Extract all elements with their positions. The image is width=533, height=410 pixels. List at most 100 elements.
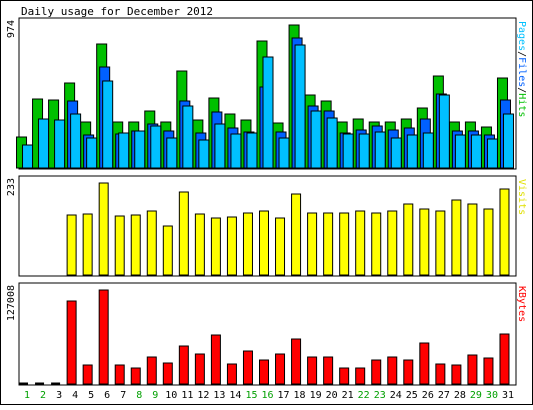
bar-visits [98, 182, 109, 276]
bar-pages [102, 80, 114, 169]
legend-entry: / [516, 87, 527, 93]
bar-pages [326, 117, 338, 169]
day-label: 2 [40, 390, 46, 401]
bar-kbytes [178, 345, 189, 385]
bar-visits [162, 225, 173, 276]
day-label: 1 [24, 390, 30, 401]
day-axis: 1 2 3 4 5 6 7 8 9 10 11 12 13 14 15 16 17 18 19 20 21 22 23 24 2… [24, 390, 514, 401]
legend-entry: Visits [516, 179, 527, 215]
bar-kbytes [499, 333, 510, 385]
day-label: 22 [358, 390, 370, 401]
bar-pages [198, 139, 210, 169]
bar-visits [467, 203, 478, 276]
bar-kbytes [146, 356, 157, 385]
day-label: 30 [486, 390, 498, 401]
bar-pages [230, 133, 242, 169]
panel-2: 233 Visits [6, 175, 527, 277]
bar-pages [470, 134, 482, 169]
bar-visits [483, 208, 494, 276]
bar-pages [502, 113, 514, 169]
day-label: 27 [438, 390, 450, 401]
bar-visits [307, 212, 318, 276]
bar-visits [275, 217, 286, 276]
bar-visits [291, 193, 302, 276]
bar-pages [358, 133, 370, 169]
bar-visits [387, 210, 398, 276]
legend-entry: Hits [516, 93, 527, 117]
bar-kbytes [82, 364, 93, 385]
bar-visits [323, 212, 334, 276]
bar-pages [166, 137, 178, 169]
bar-visits [499, 188, 510, 276]
bar-pages [486, 138, 498, 169]
bar-pages [70, 113, 82, 169]
day-label: 11 [181, 390, 193, 401]
day-label: 19 [310, 390, 322, 401]
bar-kbytes [339, 367, 350, 385]
bar-kbytes [323, 356, 334, 385]
bar-pages [374, 131, 386, 169]
bar-visits [242, 212, 253, 276]
day-label: 15 [245, 390, 257, 401]
bar-kbytes [467, 354, 478, 385]
bar-pages [342, 133, 354, 169]
bar-pages [150, 125, 162, 169]
bar-pages [438, 94, 450, 169]
bar-visits [130, 214, 141, 276]
day-label: 9 [152, 390, 158, 401]
panel-max-label: 127008 [6, 285, 17, 321]
bar-visits [210, 217, 221, 276]
bar-kbytes [483, 357, 494, 385]
bar-kbytes [355, 367, 366, 385]
bar-kbytes [114, 364, 125, 385]
day-label: 13 [213, 390, 225, 401]
day-label: 21 [342, 390, 354, 401]
bar-pages [214, 123, 226, 169]
day-label: 16 [261, 390, 273, 401]
bar-pages [246, 132, 258, 169]
bar-kbytes [307, 356, 318, 385]
bar-visits [435, 210, 446, 276]
bar-kbytes [242, 350, 253, 385]
panel-legend: Pages/Files/Hits [516, 21, 527, 117]
day-label: 29 [470, 390, 482, 401]
bar-visits [146, 210, 157, 276]
day-label: 25 [406, 390, 418, 401]
bar-visits [355, 210, 366, 276]
series-pages [22, 44, 514, 169]
bar-visits [114, 215, 125, 276]
day-label: 10 [165, 390, 177, 401]
bar-pages [454, 134, 466, 169]
day-label: 14 [229, 390, 241, 401]
bar-pages [54, 119, 66, 169]
day-label: 28 [454, 390, 466, 401]
day-label: 6 [104, 390, 110, 401]
bar-pages [422, 132, 434, 169]
bar-visits [66, 214, 77, 276]
bar-visits [226, 216, 237, 276]
bar-kbytes [403, 359, 414, 385]
bar-kbytes [291, 338, 302, 385]
bar-kbytes [419, 342, 430, 385]
bar-pages [182, 105, 194, 169]
bar-kbytes [451, 364, 462, 385]
bar-pages [310, 110, 322, 169]
panel-legend: Visits [516, 179, 527, 215]
bar-kbytes [387, 356, 398, 385]
series-visits [66, 182, 510, 276]
day-label: 23 [374, 390, 386, 401]
bar-pages [278, 137, 290, 169]
bar-visits [82, 213, 93, 276]
bar-kbytes [66, 300, 77, 385]
bar-visits [178, 191, 189, 276]
day-label: 18 [294, 390, 306, 401]
bar-kbytes [98, 289, 109, 385]
bar-visits [259, 210, 269, 276]
bar-kbytes [371, 359, 382, 385]
bar-kbytes [210, 334, 221, 385]
panel-max-label: 233 [6, 178, 17, 196]
bar-visits [371, 212, 382, 276]
bar-pages [390, 137, 402, 169]
bar-kbytes [194, 353, 205, 385]
